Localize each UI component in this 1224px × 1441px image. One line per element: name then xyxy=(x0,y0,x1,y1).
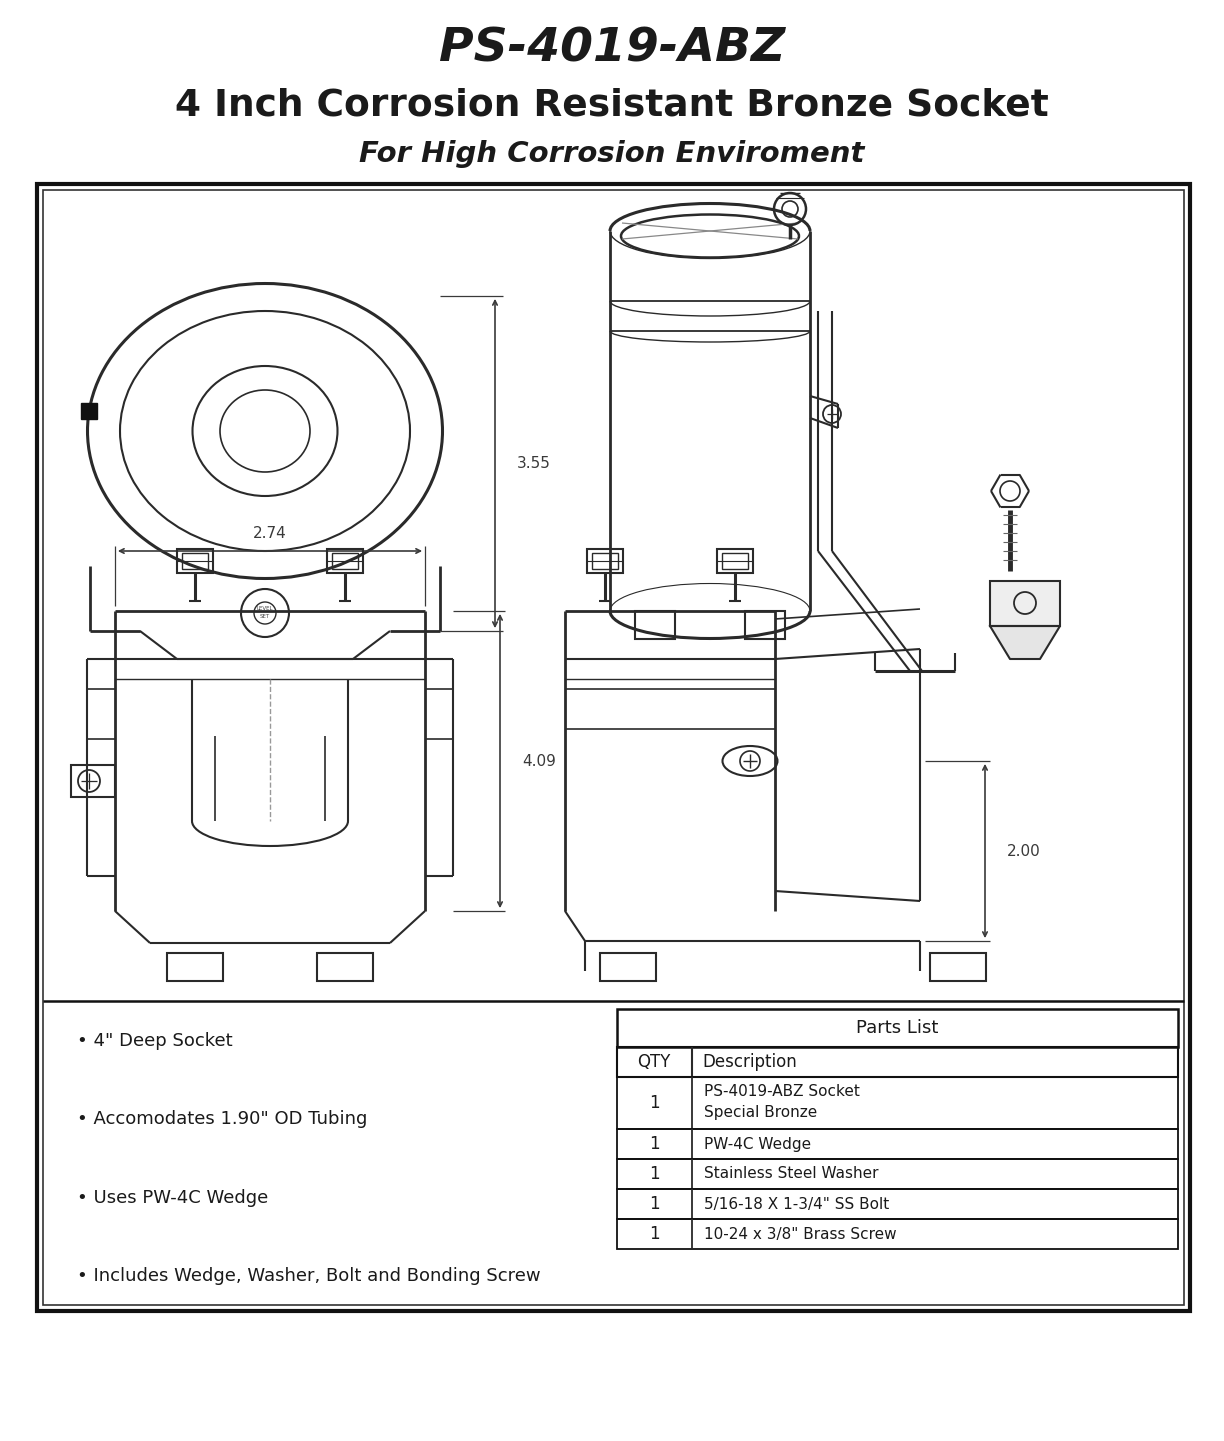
Text: 10-24 x 3/8" Brass Screw: 10-24 x 3/8" Brass Screw xyxy=(704,1226,897,1242)
Bar xyxy=(990,581,1060,625)
Text: Description: Description xyxy=(703,1053,797,1071)
Bar xyxy=(617,1189,1177,1219)
Bar xyxy=(635,611,674,638)
Bar xyxy=(182,553,208,569)
Text: 2.74: 2.74 xyxy=(253,526,286,540)
Text: • 4" Deep Socket: • 4" Deep Socket xyxy=(77,1032,233,1050)
Text: • Includes Wedge, Washer, Bolt and Bonding Screw: • Includes Wedge, Washer, Bolt and Bondi… xyxy=(77,1267,541,1285)
Bar xyxy=(722,553,748,569)
Bar xyxy=(317,953,373,981)
Text: 3.55: 3.55 xyxy=(517,457,551,471)
Text: 4 Inch Corrosion Resistant Bronze Socket: 4 Inch Corrosion Resistant Bronze Socket xyxy=(175,86,1049,122)
Bar xyxy=(327,549,364,574)
Bar xyxy=(745,611,785,638)
Text: 1: 1 xyxy=(649,1225,660,1244)
Text: 4.09: 4.09 xyxy=(521,754,556,768)
Bar xyxy=(166,953,223,981)
Text: PW-4C Wedge: PW-4C Wedge xyxy=(704,1137,812,1151)
Text: LEVEL: LEVEL xyxy=(257,607,273,611)
Bar xyxy=(617,1219,1177,1249)
Text: Special Bronze: Special Bronze xyxy=(704,1105,818,1121)
Text: SET: SET xyxy=(259,614,271,620)
Bar xyxy=(617,1048,1177,1076)
Text: 1: 1 xyxy=(649,1094,660,1112)
Polygon shape xyxy=(990,625,1060,659)
Bar xyxy=(600,953,656,981)
Text: 1: 1 xyxy=(649,1164,660,1183)
Text: • Uses PW-4C Wedge: • Uses PW-4C Wedge xyxy=(77,1189,268,1206)
Bar xyxy=(930,953,987,981)
Text: Stainless Steel Washer: Stainless Steel Washer xyxy=(704,1167,879,1182)
Bar xyxy=(617,1128,1177,1159)
Text: PS-4019-ABZ Socket: PS-4019-ABZ Socket xyxy=(704,1085,860,1099)
Text: 5/16-18 X 1-3/4" SS Bolt: 5/16-18 X 1-3/4" SS Bolt xyxy=(704,1196,890,1212)
Bar xyxy=(588,549,623,574)
Text: 1: 1 xyxy=(649,1136,660,1153)
Bar xyxy=(617,1009,1177,1048)
Bar xyxy=(592,553,618,569)
Bar xyxy=(717,549,753,574)
Bar xyxy=(43,190,1184,1306)
Text: • Accomodates 1.90" OD Tubing: • Accomodates 1.90" OD Tubing xyxy=(77,1111,367,1128)
Text: 1: 1 xyxy=(649,1195,660,1213)
Bar xyxy=(81,403,97,419)
Text: QTY: QTY xyxy=(638,1053,671,1071)
Text: 2.00: 2.00 xyxy=(1007,843,1040,859)
Bar xyxy=(332,553,357,569)
Bar xyxy=(617,1076,1177,1128)
Text: Parts List: Parts List xyxy=(856,1019,938,1038)
Text: For High Corrosion Enviroment: For High Corrosion Enviroment xyxy=(360,140,864,169)
Bar xyxy=(177,549,213,574)
Bar xyxy=(37,184,1190,1311)
Text: PS-4019-ABZ: PS-4019-ABZ xyxy=(439,26,785,72)
Bar xyxy=(617,1159,1177,1189)
Bar xyxy=(71,765,115,797)
